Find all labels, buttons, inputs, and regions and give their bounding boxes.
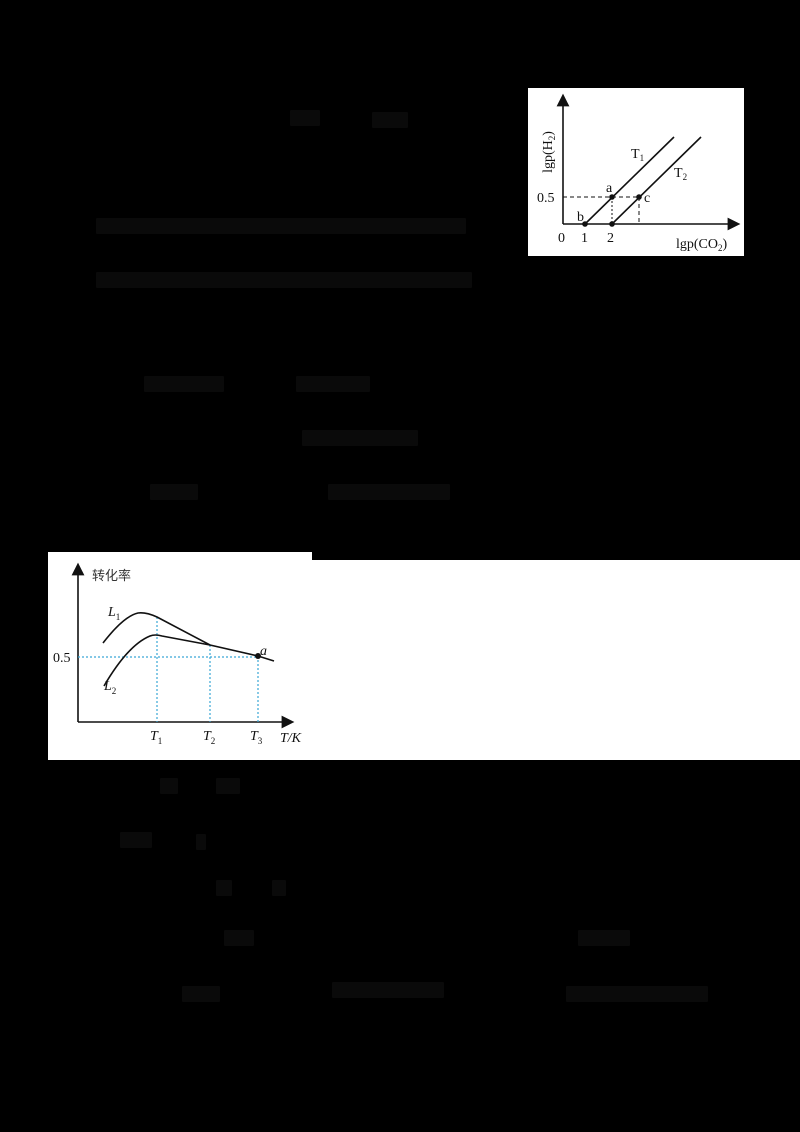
obscured-text-line bbox=[302, 430, 418, 446]
x-axis-label: T/K bbox=[280, 731, 302, 746]
point-c-marker bbox=[636, 194, 642, 200]
y-tick-05: 0.5 bbox=[537, 191, 555, 206]
obscured-text-line bbox=[328, 484, 450, 500]
x-axis-label: lgp(CO2) bbox=[676, 237, 728, 253]
series-t1-line bbox=[584, 136, 675, 225]
figure-2-frame bbox=[48, 560, 800, 760]
series-l1-label: L1 bbox=[107, 605, 120, 622]
x-tick-1: 1 bbox=[581, 231, 588, 246]
obscured-text-line bbox=[120, 832, 152, 848]
point-a-label: a bbox=[260, 644, 267, 659]
y-tick-05: 0.5 bbox=[53, 651, 71, 666]
obscured-text-line bbox=[144, 376, 224, 392]
series-t1-label: T1 bbox=[631, 147, 644, 163]
obscured-text-line bbox=[332, 982, 444, 998]
series-t2-line bbox=[611, 136, 702, 225]
obscured-text-line bbox=[182, 986, 220, 1002]
obscured-text-line bbox=[160, 778, 178, 794]
figure-2-frame-top bbox=[48, 552, 312, 562]
series-l2-curve bbox=[103, 634, 211, 687]
point-c-label: c bbox=[644, 191, 650, 206]
obscured-text-line bbox=[296, 376, 370, 392]
obscured-text-line bbox=[224, 930, 254, 946]
y-axis-label: lgp(H2) bbox=[541, 131, 557, 173]
obscured-text-line bbox=[150, 484, 198, 500]
series-l1-curve bbox=[102, 612, 275, 662]
lgp-chart-svg: lgp(H2) lgp(CO2) 0 1 2 0.5 T1 T2 a b c bbox=[537, 93, 741, 253]
obscured-text-line bbox=[196, 834, 206, 850]
obscured-text-line bbox=[96, 218, 466, 234]
point-b-label: b bbox=[577, 210, 584, 225]
y-axis-label: 转化率 bbox=[92, 568, 131, 584]
figure-lgp-chart: lgp(H2) lgp(CO2) 0 1 2 0.5 T1 T2 a b c bbox=[528, 88, 744, 256]
point-a-marker bbox=[609, 194, 615, 200]
x-tick-t2: T2 bbox=[203, 729, 215, 746]
conversion-chart-svg: 转化率 T/K 0.5 T1 T2 T3 L1 L2 a bbox=[53, 562, 302, 746]
obscured-text-line bbox=[96, 272, 472, 288]
point-2-marker bbox=[609, 221, 615, 227]
obscured-text-line bbox=[578, 930, 630, 946]
obscured-text-line bbox=[272, 880, 286, 896]
origin-label: 0 bbox=[558, 231, 565, 246]
obscured-text-line bbox=[290, 110, 320, 126]
x-tick-2: 2 bbox=[607, 231, 614, 246]
x-tick-t1: T1 bbox=[150, 729, 162, 746]
obscured-text-line bbox=[216, 880, 232, 896]
obscured-text-line bbox=[216, 778, 240, 794]
figure-conversion-chart: 转化率 T/K 0.5 T1 T2 T3 L1 L2 a bbox=[48, 552, 312, 760]
point-a-marker bbox=[255, 653, 261, 659]
point-a-label: a bbox=[606, 181, 613, 196]
series-t2-label: T2 bbox=[674, 166, 687, 182]
x-tick-t3: T3 bbox=[250, 729, 263, 746]
point-b-marker bbox=[582, 221, 588, 227]
obscured-text-line bbox=[372, 112, 408, 128]
series-l2-label: L2 bbox=[103, 679, 116, 696]
obscured-text-line bbox=[566, 986, 708, 1002]
